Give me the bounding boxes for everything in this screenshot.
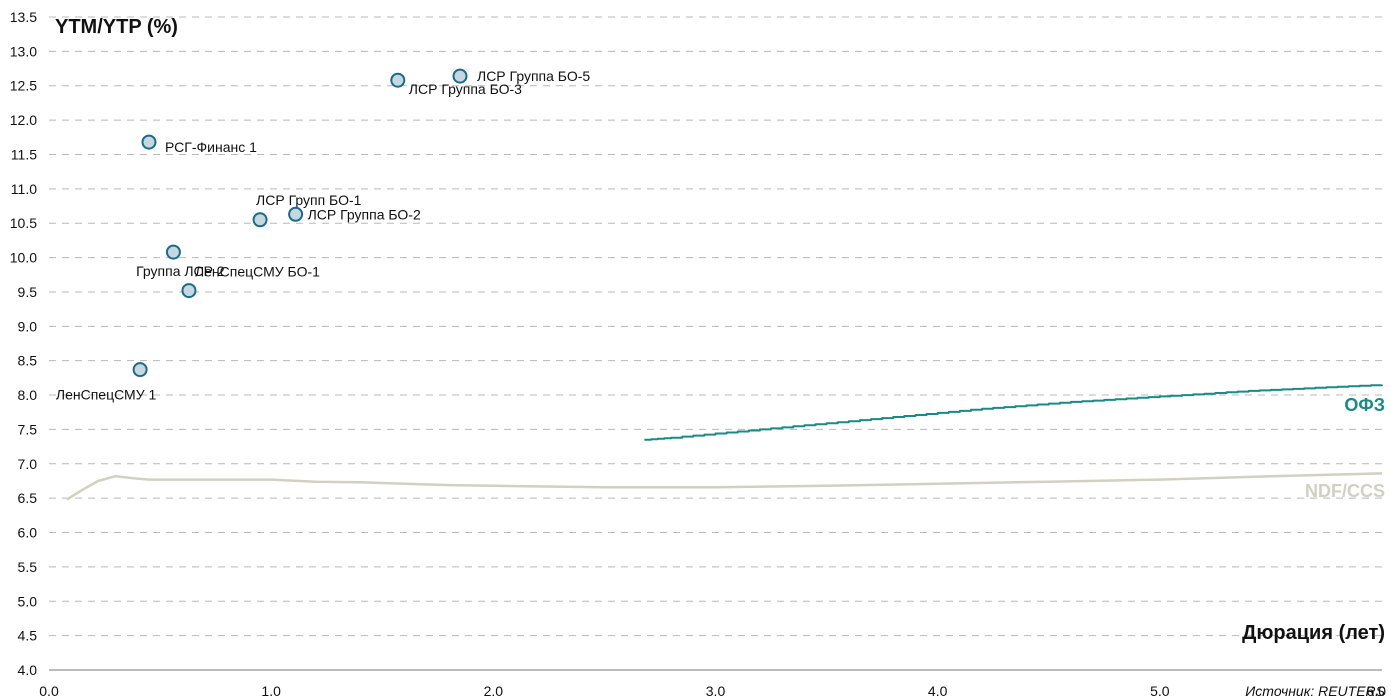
series-line-ofz [644,384,1383,441]
scatter-point [390,72,406,88]
scatter-point [132,362,148,378]
point-label: ЛенСпецСМУ 1 [56,387,157,403]
scatter-point [288,206,304,222]
y-tick-label: 9.5 [18,284,38,300]
y-tick-label: 5.5 [18,559,38,575]
x-tick-label: 3.0 [706,683,726,699]
y-tick-label: 6.5 [18,490,38,506]
x-axis-title: Дюрация (лет) [1242,622,1385,644]
y-tick-label: 4.5 [18,628,38,644]
point-label: ЛСР Группа БО-3 [409,81,522,97]
x-tick-label: 2.0 [484,683,504,699]
y-tick-label: 10.0 [10,250,37,266]
y-tick-label: 7.0 [18,456,38,472]
series-line-ndf-ccs [66,472,1383,501]
source-note: Источник: REUTERS [1245,683,1385,699]
y-tick-label: 5.0 [18,593,38,609]
y-tick-label: 8.5 [18,353,38,369]
scatter-point [141,134,157,150]
x-tick-label: 1.0 [261,683,281,699]
y-tick-label: 12.5 [10,78,37,94]
y-axis-title: YTM/YTP (%) [55,16,178,38]
scatter-point [181,283,197,299]
grid-lines [49,16,1382,637]
y-tick-label: 6.0 [18,525,38,541]
y-tick-label: 13.0 [10,43,37,59]
point-label: РСГ-Финанс 1 [165,139,257,155]
scatter-point [165,244,181,260]
y-tick-label: 7.5 [18,421,38,437]
y-tick-label: 11.0 [11,181,37,197]
y-tick-label: 11.5 [11,146,37,162]
x-tick-label: 5.0 [1150,683,1170,699]
x-tick-label: 0.0 [39,683,59,699]
scatter-point [252,212,268,228]
y-tick-label: 9.0 [18,318,38,334]
scatter-point [452,68,468,84]
y-tick-label: 8.0 [18,387,38,403]
point-label: ЛСР Групп БО-1 [256,192,362,208]
y-tick-label: 13.5 [10,9,37,25]
y-tick-label: 12.0 [10,112,37,128]
point-label: ЛСР Группа БО-2 [308,206,421,222]
series-label-ndf-ccs: NDF/CCS [1305,481,1385,501]
x-tick-label: 4.0 [928,683,948,699]
chart-labels: YTM/YTP (%) Дюрация (лет) Источник: REUT… [55,16,1386,699]
point-label: ЛенСпецСМУ БО-1 [195,264,320,280]
x-tick-label: 6.0 [1367,683,1387,699]
point-label: Группа ЛСР 2 [136,263,225,279]
axes: 4.0 4.5 5.0 5.5 6.0 6.5 7.0 7.5 8.0 8.5 9.0 9.5 10.0… [10,9,1386,699]
y-tick-label: 4.0 [18,662,38,678]
point-label: ЛСР Группа БО-5 [477,68,590,84]
y-tick-label: 10.5 [10,215,37,231]
series-label-ofz: ОФЗ [1344,395,1385,415]
series-lines [66,384,1383,501]
